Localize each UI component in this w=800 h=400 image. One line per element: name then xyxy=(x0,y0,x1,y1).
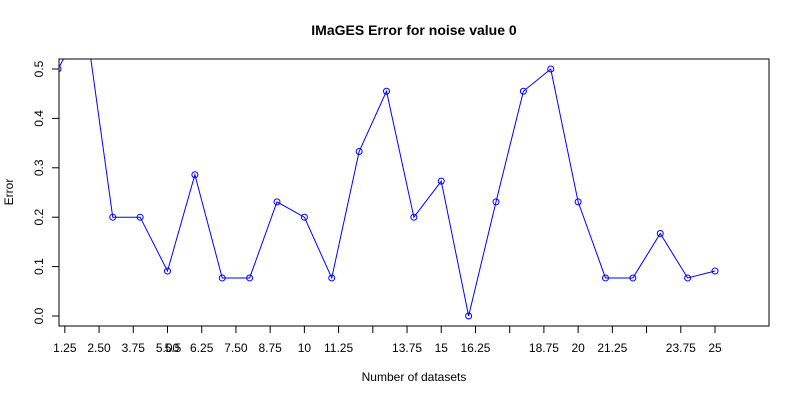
x-tick-label: 18.75 xyxy=(529,341,559,355)
x-tick-label: 15 xyxy=(435,341,449,355)
chart-title: IMaGES Error for noise value 0 xyxy=(311,22,517,38)
y-axis: 0.0 0.1 0.2 0.3 0.4 0.5 xyxy=(32,60,59,324)
x-axis: 1.25 2.50 3.75 5.00 6.25 7.50 8.75 10 11.25 13.75… xyxy=(53,326,722,355)
data-point xyxy=(492,198,500,206)
data-point xyxy=(519,87,527,95)
x-tick-label: 7.50 xyxy=(224,341,248,355)
data-point xyxy=(328,274,336,282)
data-point xyxy=(410,213,418,221)
x-tick-label: 5.5 xyxy=(165,341,182,355)
x-tick-label: 3.75 xyxy=(122,341,146,355)
x-tick-label: 2.50 xyxy=(87,341,111,355)
data-point xyxy=(383,87,390,95)
series-line xyxy=(59,59,716,317)
data-point xyxy=(273,198,281,206)
data-point xyxy=(465,312,473,320)
data-point xyxy=(684,274,692,282)
y-tick-label: 0.1 xyxy=(32,258,46,275)
y-axis-label: Error xyxy=(2,179,16,206)
x-tick-label: 16.25 xyxy=(460,341,490,355)
x-tick-label: 25 xyxy=(708,341,722,355)
y-tick-label: 0.5 xyxy=(32,60,46,77)
x-tick-label: 6.25 xyxy=(190,341,214,355)
x-tick-label: 20 xyxy=(571,341,585,355)
x-tick-label: 1.25 xyxy=(53,341,77,355)
y-tick-label: 0.3 xyxy=(32,159,46,176)
data-point xyxy=(164,267,171,275)
y-tick-label: 0.0 xyxy=(32,307,46,324)
x-tick-label: 21.25 xyxy=(597,341,627,355)
x-tick-label: 23.75 xyxy=(666,341,696,355)
data-point xyxy=(82,17,88,23)
data-point xyxy=(574,198,582,206)
y-tick-label: 0.2 xyxy=(32,209,46,226)
data-point xyxy=(355,147,363,155)
data-point xyxy=(136,213,144,221)
x-tick-label: 11.25 xyxy=(324,341,353,355)
x-tick-label: 5.00 xyxy=(156,341,180,355)
data-point xyxy=(300,213,308,221)
x-tick-label: 13.75 xyxy=(392,341,422,355)
x-axis-label: Number of datasets xyxy=(362,370,467,384)
data-point xyxy=(629,274,637,282)
data-point xyxy=(656,230,664,238)
data-point xyxy=(437,177,445,185)
x-tick-label: 10 xyxy=(298,341,312,355)
data-point xyxy=(711,267,719,275)
series-layer xyxy=(59,17,719,320)
data-point xyxy=(218,274,226,282)
x-tick-label: 8.75 xyxy=(258,341,282,355)
data-point xyxy=(109,213,117,221)
plot-frame xyxy=(58,58,770,327)
data-point xyxy=(547,65,555,73)
data-point xyxy=(246,274,254,282)
y-tick-label: 0.4 xyxy=(32,110,46,127)
data-point xyxy=(602,274,609,282)
data-point xyxy=(59,65,62,73)
data-point xyxy=(191,171,199,179)
